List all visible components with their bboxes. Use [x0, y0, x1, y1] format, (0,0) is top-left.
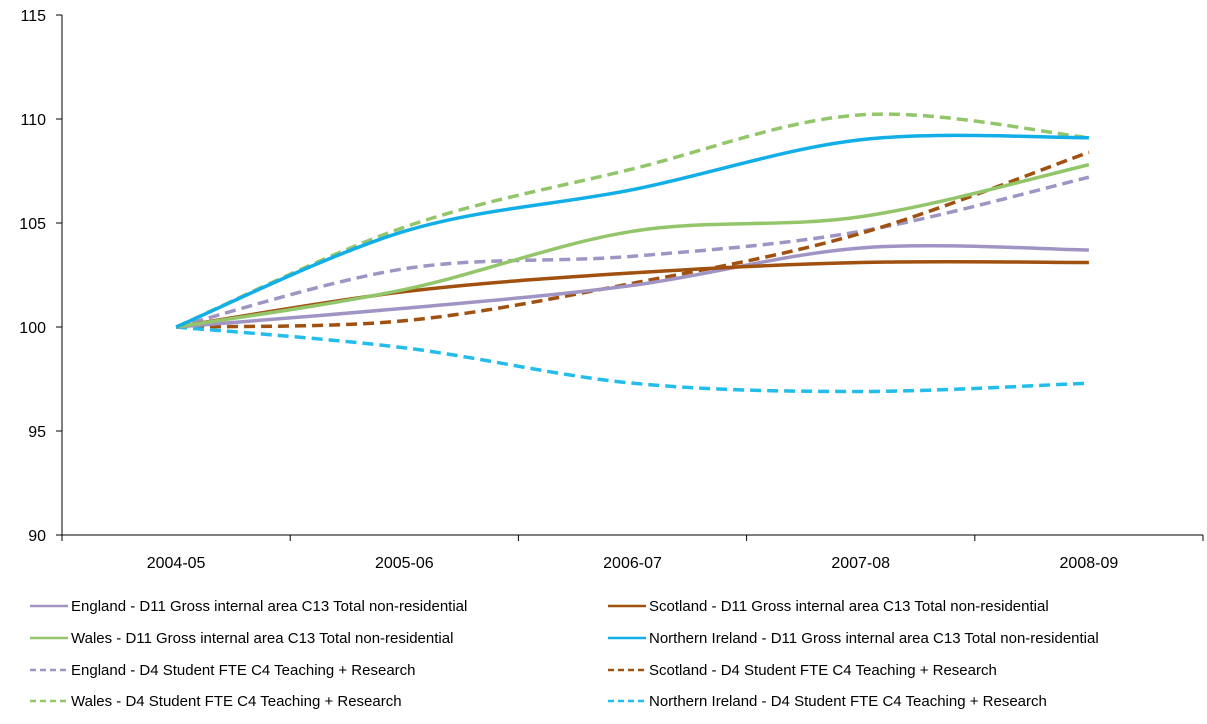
legend-label-1: England - D11 Gross internal area C13 To… [71, 598, 467, 615]
legend-label-3: Wales - D11 Gross internal area C13 Tota… [71, 630, 453, 647]
legend-label-6: Scotland - D4 Student FTE C4 Teaching + … [649, 662, 997, 679]
series-line-7 [175, 112, 1090, 329]
x-tick-label: 2007-08 [831, 555, 890, 572]
legend-label-4: Northern Ireland - D11 Gross internal ar… [649, 630, 1099, 647]
legend-label-7: Wales - D4 Student FTE C4 Teaching + Res… [71, 693, 402, 710]
x-tick-label: 2008-09 [1060, 555, 1119, 572]
y-tick-label: 110 [20, 112, 46, 129]
x-tick-label: 2005-06 [375, 555, 434, 572]
series-line-5 [175, 175, 1090, 329]
legend-label-8: Northern Ireland - D4 Student FTE C4 Tea… [649, 693, 1047, 710]
axes: 90 95 100 105 110 115 2004-05 2005-06 2006-07 200… [19, 8, 1204, 572]
series-line-6 [176, 150, 1090, 329]
y-tick-label: 105 [19, 216, 46, 233]
legend: England - D11 Gross internal area C13 To… [30, 598, 1099, 710]
legend-label-2: Scotland - D11 Gross internal area C13 T… [649, 598, 1049, 615]
y-tick-label: 95 [28, 424, 46, 441]
series-lines [175, 112, 1090, 394]
series-line-3 [175, 163, 1090, 329]
series-line-1 [175, 244, 1089, 329]
x-tick-label: 2006-07 [603, 555, 662, 572]
series-line-8 [175, 325, 1089, 394]
series-line-4 [175, 133, 1089, 329]
y-tick-label: 100 [19, 320, 46, 337]
legend-label-5: England - D4 Student FTE C4 Teaching + R… [71, 662, 416, 679]
y-tick-label: 115 [20, 8, 46, 25]
x-tick-label: 2004-05 [147, 555, 206, 572]
y-tick-label: 90 [28, 528, 46, 545]
